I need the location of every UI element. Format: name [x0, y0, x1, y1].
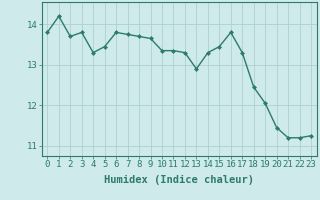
X-axis label: Humidex (Indice chaleur): Humidex (Indice chaleur)	[104, 175, 254, 185]
